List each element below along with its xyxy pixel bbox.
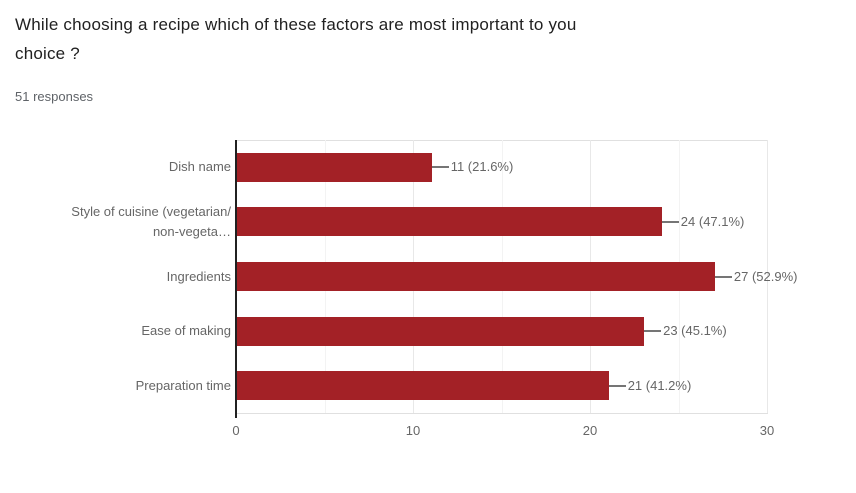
category-label: Dish name (26, 157, 231, 177)
bar (237, 262, 715, 291)
bar (237, 207, 662, 237)
bar-leader-line (644, 330, 662, 333)
x-tick-label: 10 (405, 423, 421, 438)
question-title-line2: choice ? (15, 44, 80, 63)
bar-leader-line (661, 220, 679, 223)
x-tick-label: 0 (232, 423, 240, 438)
bar (237, 316, 645, 346)
bar-value-label: 27 (52.9%) (733, 268, 798, 284)
x-tick-label: 30 (759, 423, 775, 438)
question-title-line1: While choosing a recipe which of these f… (15, 15, 577, 34)
question-title: While choosing a recipe which of these f… (15, 10, 775, 68)
bar-value-label: 21 (41.2%) (627, 377, 692, 393)
category-label: Preparation time (26, 376, 231, 396)
bar-leader-line (608, 384, 626, 387)
category-label-line: non-vegeta… (152, 223, 231, 239)
category-label: Ingredients (26, 267, 231, 287)
category-label-line: Preparation time (135, 377, 231, 393)
category-label-line: Ease of making (141, 323, 231, 339)
bar (237, 371, 609, 401)
bar-value-label: 11 (21.6%) (450, 159, 514, 175)
bar-value-label: 24 (47.1%) (680, 213, 745, 229)
x-tick-label: 20 (582, 423, 598, 438)
y-axis-line (235, 140, 237, 418)
x-axis-baseline (236, 413, 768, 414)
response-count: 51 responses (15, 89, 94, 104)
category-label: Ease of making (26, 321, 231, 341)
bar-leader-line (714, 275, 732, 278)
bar-value-label: 23 (45.1%) (663, 323, 727, 339)
category-label-line: Style of cuisine (vegetarian/ (71, 203, 231, 219)
category-label-line: Dish name (168, 159, 231, 175)
category-label: Style of cuisine (vegetarian/non-vegeta… (26, 202, 231, 242)
bar-leader-line (431, 166, 449, 169)
gridline (767, 140, 768, 413)
bar (237, 152, 432, 182)
category-label-line: Ingredients (166, 268, 231, 284)
